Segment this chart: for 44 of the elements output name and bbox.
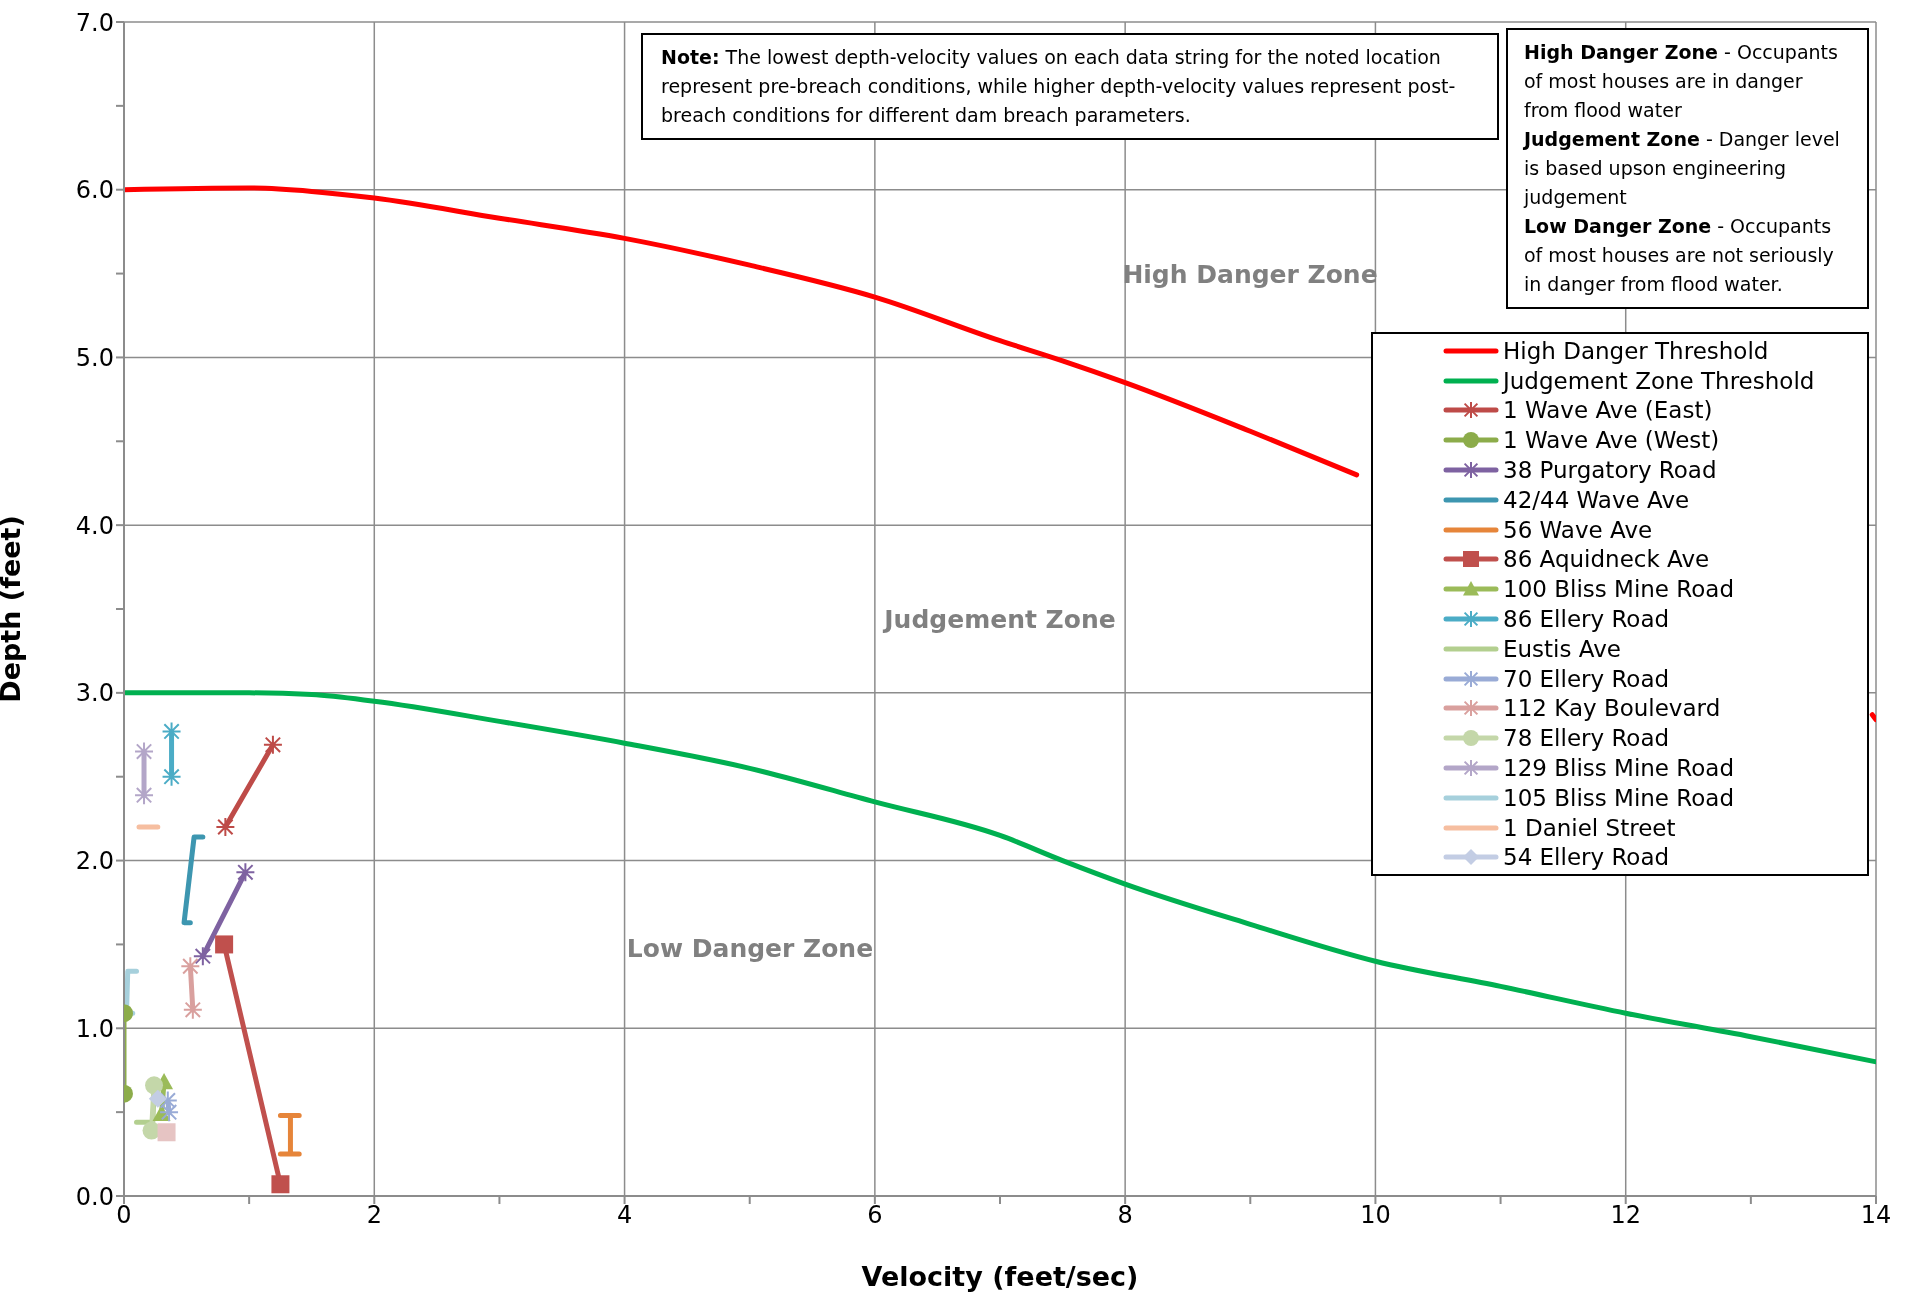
legend-label: 86 Ellery Road bbox=[1503, 606, 1670, 633]
y-tick-label: 1.0 bbox=[75, 1014, 114, 1043]
legend-label: High Danger Threshold bbox=[1503, 337, 1769, 364]
note-box: Note: The lowest depth-velocity values on each data string for the noted location represent pre-breach conditions, while higher depth-velocity values represent post-breach conditions for different dam breach parameters. bbox=[641, 33, 1499, 140]
y-tick-label: 2.0 bbox=[75, 847, 114, 876]
legend-label: 112 Kay Boulevard bbox=[1503, 695, 1721, 722]
legend-label: Judgement Zone Threshold bbox=[1503, 367, 1815, 394]
legend-label: 56 Wave Ave bbox=[1503, 516, 1653, 543]
x-tick-label: 14 bbox=[1860, 1201, 1892, 1230]
y-axis-title: Depth (feet) bbox=[0, 515, 26, 703]
legend-label: 129 Bliss Mine Road bbox=[1503, 755, 1735, 782]
legend-label: 54 Ellery Road bbox=[1503, 844, 1670, 871]
legend-label: 78 Ellery Road bbox=[1503, 725, 1670, 752]
legend-label: 70 Ellery Road bbox=[1503, 665, 1670, 692]
legend-label: 42/44 Wave Ave bbox=[1503, 486, 1690, 513]
x-axis-title: Velocity (feet/sec) bbox=[861, 1261, 1139, 1292]
legend-label: 1 Wave Ave (East) bbox=[1503, 397, 1713, 424]
annotation: Low Danger Zone bbox=[625, 933, 875, 965]
legend-label: 38 Purgatory Road bbox=[1503, 457, 1717, 484]
x-tick-label: 8 bbox=[1117, 1201, 1133, 1230]
x-tick-label: 6 bbox=[867, 1201, 883, 1230]
y-tick-label: 5.0 bbox=[75, 343, 114, 372]
y-tick-label: 7.0 bbox=[75, 8, 114, 37]
y-tick-label: 0.0 bbox=[75, 1182, 114, 1211]
definitions-box: High Danger Zone - Occupants of most houses are in danger from flood water Judgement Zone - Danger level is based upson engineering judgement Low Danger Zone - Occupants of most houses are not seriously in danger from flood water. bbox=[1506, 28, 1869, 309]
x-tick-label: 10 bbox=[1360, 1201, 1391, 1230]
legend-label: 1 Daniel Street bbox=[1503, 814, 1676, 841]
legend-label: Eustis Ave bbox=[1503, 635, 1621, 662]
x-tick-label: 12 bbox=[1610, 1201, 1641, 1230]
x-tick-label: 4 bbox=[616, 1201, 633, 1230]
x-tick-label: 2 bbox=[366, 1201, 382, 1230]
annotation: High Danger Zone - Occupants of most houses are in danger from flood water bbox=[1524, 41, 1838, 121]
y-tick-label: 6.0 bbox=[75, 176, 114, 205]
y-tick-label: 4.0 bbox=[75, 511, 114, 540]
x-tick-label: 0 bbox=[116, 1201, 132, 1230]
annotation: Low Danger Zone - Occupants of most houses are not seriously in danger from flood water. bbox=[1524, 215, 1834, 295]
annotation: Note: The lowest depth-velocity values on each data string for the noted location represent pre-breach conditions, while higher depth-velocity values represent post-breach conditions for different dam breach parameters. bbox=[661, 46, 1456, 126]
annotation: Judgement Zone bbox=[881, 604, 1117, 636]
legend-label: 100 Bliss Mine Road bbox=[1503, 576, 1735, 603]
y-tick-label: 3.0 bbox=[75, 679, 114, 708]
legend-label: 105 Bliss Mine Road bbox=[1503, 784, 1735, 811]
annotation: Judgement Zone - Danger level is based upson engineering judgement bbox=[1524, 128, 1840, 208]
legend-label: 86 Aquidneck Ave bbox=[1503, 546, 1710, 573]
legend-label: 1 Wave Ave (West) bbox=[1503, 427, 1720, 454]
